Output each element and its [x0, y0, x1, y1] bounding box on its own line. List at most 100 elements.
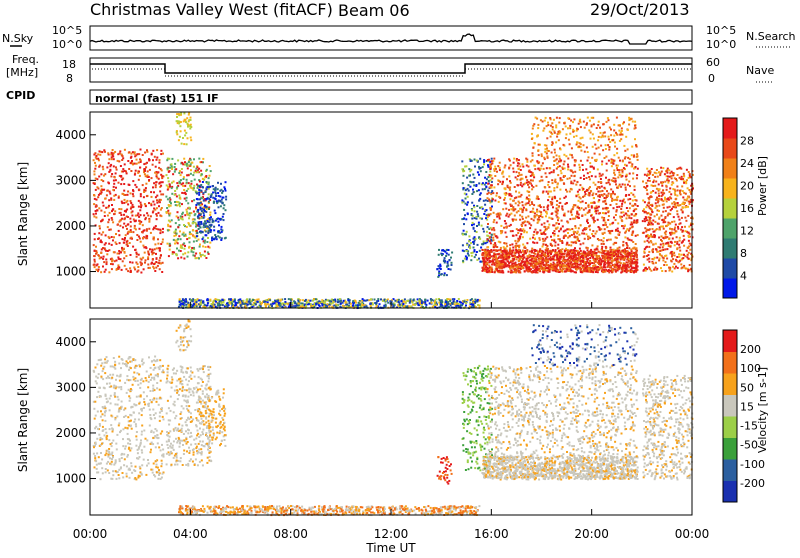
range-cell [221, 202, 223, 204]
range-cell [156, 228, 158, 230]
range-cell [188, 161, 190, 163]
range-cell [464, 258, 466, 260]
range-cell [605, 203, 607, 205]
range-cell [545, 238, 547, 240]
range-cell [473, 250, 475, 252]
range-cell [462, 182, 464, 184]
range-cell [104, 215, 106, 217]
range-cell [546, 247, 548, 249]
range-cell [486, 259, 488, 261]
range-cell [101, 219, 103, 221]
range-cell [604, 200, 606, 202]
range-cell [618, 171, 620, 173]
range-cell [528, 191, 530, 193]
range-cell [199, 252, 201, 254]
range-cell [197, 216, 199, 218]
range-cell [588, 176, 590, 178]
range-cell [123, 242, 125, 244]
range-cell [635, 208, 637, 210]
range-cell [519, 266, 521, 268]
range-cell [189, 231, 191, 233]
range-cell [550, 263, 552, 265]
range-cell [658, 205, 660, 207]
range-cell [576, 236, 578, 238]
range-cell [560, 177, 562, 179]
range-cell [104, 244, 106, 246]
range-cell [468, 168, 470, 170]
range-cell [676, 236, 678, 238]
range-cell [644, 241, 646, 243]
range-cell [510, 208, 512, 210]
range-cell [512, 235, 514, 237]
range-cell [197, 185, 199, 187]
range-cell [658, 198, 660, 200]
range-cell [499, 169, 501, 171]
range-cell [113, 186, 115, 188]
range-cell [630, 261, 632, 263]
range-cell [462, 244, 464, 246]
range-cell [506, 236, 508, 238]
range-cell [572, 131, 574, 133]
range-cell [102, 258, 104, 260]
range-cell [188, 217, 190, 219]
range-cell [512, 255, 514, 257]
range-cell [532, 128, 534, 130]
range-cell [536, 263, 538, 265]
range-cell [558, 217, 560, 219]
range-cell [548, 186, 550, 188]
range-cell [590, 267, 592, 269]
range-cell [502, 181, 504, 183]
range-cell [180, 179, 182, 181]
range-cell [514, 197, 516, 199]
range-cell [683, 192, 685, 194]
range-cell [676, 256, 678, 258]
range-cell [533, 204, 535, 206]
range-cell [111, 268, 113, 270]
range-cell [211, 236, 213, 238]
range-cell [587, 247, 589, 249]
range-cell [512, 247, 514, 249]
range-cell [552, 268, 554, 270]
range-cell [610, 193, 612, 195]
range-cell [590, 190, 592, 192]
range-cell [524, 270, 526, 272]
range-cell [630, 192, 632, 194]
range-cell [497, 183, 499, 185]
range-cell [555, 249, 557, 251]
range-cell [213, 238, 215, 240]
range-cell [112, 259, 114, 261]
range-cell [583, 144, 585, 146]
range-cell [574, 247, 576, 249]
range-cell [650, 208, 652, 210]
range-cell [607, 219, 609, 221]
range-cell [512, 168, 514, 170]
range-cell [129, 242, 131, 244]
range-cell [115, 172, 117, 174]
range-cell [655, 243, 657, 245]
freq-unit-label: [MHz] [6, 66, 38, 79]
range-cell [626, 229, 628, 231]
range-cell [103, 189, 105, 191]
range-cell [671, 221, 673, 223]
range-cell [545, 117, 547, 119]
range-cell [601, 186, 603, 188]
range-cell [497, 213, 499, 215]
range-cell [188, 119, 190, 121]
range-cell [569, 143, 571, 145]
range-cell [529, 251, 531, 253]
range-cell [619, 252, 621, 254]
freq-tick-bottom: 8 [66, 72, 73, 85]
range-cell [554, 149, 556, 151]
range-cell [541, 176, 543, 178]
range-cell [608, 138, 610, 140]
range-cell [157, 243, 159, 245]
range-cell [519, 230, 521, 232]
range-cell [652, 244, 654, 246]
range-cell [626, 268, 628, 270]
range-cell [463, 187, 465, 189]
range-cell [579, 189, 581, 191]
range-cell [118, 160, 120, 162]
range-cell [225, 196, 227, 198]
range-cell [487, 223, 489, 225]
range-cell [603, 237, 605, 239]
